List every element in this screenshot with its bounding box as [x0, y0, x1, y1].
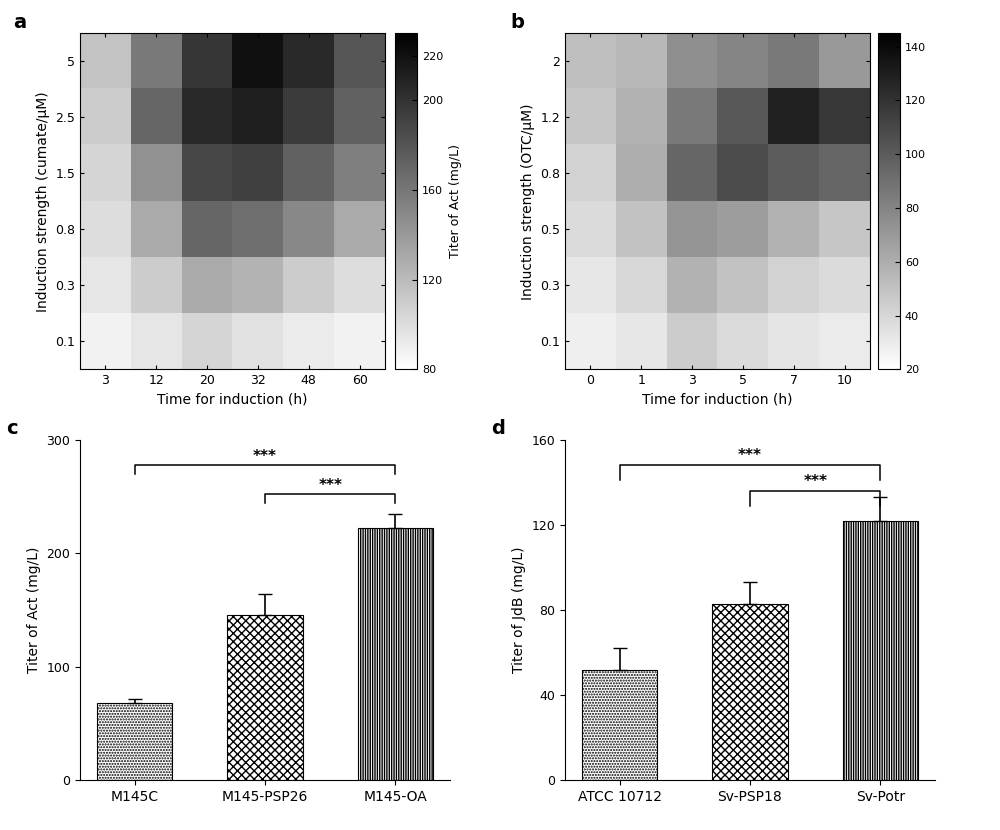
Y-axis label: Titer of Act (mg/L): Titer of Act (mg/L)	[449, 144, 462, 258]
Y-axis label: Induction strength (OTC/μM): Induction strength (OTC/μM)	[521, 103, 535, 300]
Text: a: a	[13, 13, 26, 32]
Text: ***: ***	[318, 478, 342, 493]
Text: d: d	[491, 419, 505, 438]
X-axis label: Time for induction (h): Time for induction (h)	[157, 393, 308, 407]
Y-axis label: Titer of JdB (mg/L): Titer of JdB (mg/L)	[512, 547, 526, 673]
Bar	[843, 520, 918, 780]
Y-axis label: Induction strength (cumate/μM): Induction strength (cumate/μM)	[36, 91, 50, 311]
Bar	[712, 603, 788, 780]
Text: c: c	[6, 419, 18, 438]
X-axis label: Time for induction (h): Time for induction (h)	[642, 393, 793, 407]
Bar	[97, 703, 172, 780]
Text: b: b	[510, 13, 524, 32]
Text: ***: ***	[738, 448, 762, 463]
Bar	[582, 670, 657, 780]
Bar	[227, 614, 303, 780]
Bar	[358, 529, 433, 780]
Text: ***: ***	[253, 449, 277, 464]
Text: ***: ***	[803, 474, 827, 489]
Y-axis label: Titer of Act (mg/L): Titer of Act (mg/L)	[27, 547, 41, 673]
